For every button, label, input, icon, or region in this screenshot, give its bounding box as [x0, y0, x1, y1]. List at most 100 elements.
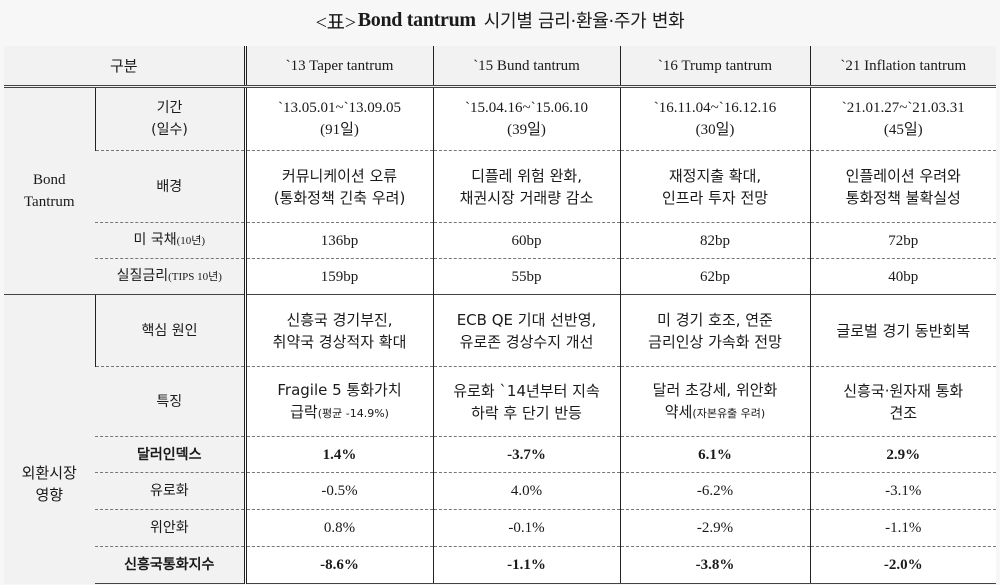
- cell-note: (자본유출 우려): [692, 406, 766, 420]
- cell-line: 인프라 투자 전망: [661, 188, 769, 207]
- cell-line: 약세(자본유출 우려): [625, 401, 806, 425]
- cell-line: 채권시장 거래량 감소: [459, 188, 594, 207]
- cell-line: `15.04.16~`15.06.10: [464, 100, 589, 116]
- row-label-cny: 위안화: [95, 509, 246, 547]
- cell-line: 유로화 `14년부터 지속: [453, 381, 600, 400]
- group-label-line: Tantrum: [23, 194, 75, 210]
- cell-line: 신흥국·원자재 통화: [843, 381, 964, 400]
- cell: 디플레 위험 완화, 채권시장 거래량 감소: [432, 150, 621, 223]
- row-label-line: 기간: [156, 100, 183, 116]
- bond-tantrum-table: 구분 `13 Taper tantrum `15 Bund tantrum `1…: [4, 46, 997, 584]
- cell-line: (30일): [695, 122, 735, 138]
- cell: `21.01.27~`21.03.31 (45일): [809, 86, 997, 151]
- cell: -3.7%: [432, 436, 621, 473]
- table-row-tips: 실질금리(TIPS 10년) 159bp 55bp 62bp 40bp: [4, 258, 997, 295]
- cell-line: ECB QE 기대 선반영,: [456, 310, 597, 329]
- table-title: <표> Bond tantrum 시기별 금리·환율·주가 변화: [0, 0, 1000, 40]
- cell: 재정지출 확대, 인프라 투자 전망: [619, 150, 811, 223]
- header-col-taper: `13 Taper tantrum: [243, 46, 434, 88]
- cell: 커뮤니케이션 오류 (통화정책 긴축 우려): [243, 150, 434, 223]
- cell-text: 견조: [889, 403, 918, 422]
- cell: 2.9%: [809, 436, 997, 473]
- row-label-main: 미 국채: [133, 232, 177, 248]
- cell-line: (통화정책 긴축 우려): [273, 188, 406, 207]
- group-label-line: Bond: [32, 172, 66, 188]
- cell: `13.05.01~`13.09.05 (91일): [243, 86, 434, 151]
- cell: 55bp: [432, 258, 621, 295]
- cell-line: (39일): [507, 122, 546, 138]
- header-col-trump: `16 Trump tantrum: [619, 46, 811, 88]
- cell: 0.8%: [243, 509, 434, 547]
- title-bold: Bond tantrum: [357, 8, 476, 31]
- cell-text: 급락: [290, 402, 318, 421]
- table-row-eur: 유로화 -0.5% 4.0% -6.2% -3.1%: [4, 472, 997, 510]
- cell-line: 커뮤니케이션 오류: [281, 166, 398, 185]
- cell-line: 급락(평균 -14.9%): [251, 401, 429, 425]
- row-label-line: (일수): [151, 122, 188, 138]
- cell: 40bp: [809, 258, 997, 295]
- title-rest: 시기별 금리·환율·주가 변화: [483, 11, 685, 32]
- cell-line: 재정지출 확대,: [668, 166, 762, 185]
- cell-line: (45일): [883, 122, 923, 138]
- cell: -3.1%: [809, 472, 997, 510]
- cell: -8.6%: [243, 546, 434, 584]
- cell: 72bp: [809, 222, 997, 259]
- cell: ECB QE 기대 선반영, 유로존 경상수지 개선: [432, 294, 621, 367]
- cell: 62bp: [619, 258, 811, 295]
- cell: 미 경기 호조, 연준 금리인상 가속화 전망: [619, 294, 811, 367]
- row-label-dxy: 달러인덱스: [95, 436, 246, 473]
- cell: -1.1%: [809, 509, 997, 547]
- cell: 82bp: [619, 222, 811, 259]
- cell-text: 약세: [664, 402, 693, 421]
- cell: -6.2%: [619, 472, 811, 510]
- group-label-bond: Bond Tantrum: [4, 86, 95, 295]
- table-row-em: 신흥국통화지수 -8.6% -1.1% -3.8% -2.0%: [4, 546, 997, 584]
- header-col-inflation: `21 Inflation tantrum: [809, 46, 997, 88]
- group-label-line: 영향: [35, 486, 64, 505]
- row-label-feature: 특징: [95, 366, 246, 437]
- cell-text: 하락 후 단기 반등: [471, 403, 582, 422]
- cell-line: 하락 후 단기 반등: [438, 402, 616, 424]
- row-label-tips: 실질금리(TIPS 10년): [95, 258, 246, 295]
- header-col-bund: `15 Bund tantrum: [432, 46, 621, 88]
- cell-line: Fragile 5 통화가치: [277, 380, 402, 399]
- table-row-cause: 외환시장 영향 핵심 원인 신흥국 경기부진, 취약국 경상적자 확대 ECB Q…: [4, 294, 997, 584]
- cell: -1.1%: [432, 546, 621, 584]
- cell: -2.0%: [809, 546, 997, 584]
- cell-line: 신흥국 경기부진,: [286, 310, 393, 329]
- cell-line: `21.01.27~`21.03.31: [841, 100, 965, 116]
- cell: `16.11.04~`16.12.16 (30일): [619, 86, 811, 151]
- row-label-eur: 유로화: [95, 472, 246, 510]
- cell: 60bp: [432, 222, 621, 259]
- cell-line: 디플레 위험 완화,: [471, 166, 582, 185]
- header-row: 구분 `13 Taper tantrum `15 Bund tantrum `1…: [4, 46, 997, 88]
- header-category: 구분: [4, 46, 246, 88]
- cell: -3.8%: [619, 546, 811, 584]
- row-label-cause: 핵심 원인: [94, 294, 246, 367]
- group-label-line: 외환시장: [21, 464, 77, 483]
- cell-line: 미 경기 호조, 연준: [657, 310, 773, 329]
- cell-line: 인플레이션 우려와: [845, 166, 961, 185]
- cell: 1.4%: [243, 436, 434, 473]
- cell: 136bp: [243, 222, 434, 259]
- cell-note: (평균 -14.9%): [317, 406, 389, 420]
- cell: -2.9%: [619, 509, 811, 547]
- cell-line: 달러 초강세, 위안화: [652, 380, 778, 399]
- table-row-dxy: 달러인덱스 1.4% -3.7% 6.1% 2.9%: [4, 436, 997, 473]
- row-label-ust10: 미 국채(10년): [95, 222, 246, 259]
- cell-line: `13.05.01~`13.09.05: [277, 100, 402, 116]
- row-label-main: 실질금리: [116, 268, 169, 284]
- cell-line: 통화정책 불확실성: [845, 188, 961, 207]
- cell: `15.04.16~`15.06.10 (39일): [432, 86, 621, 151]
- row-label-background: 배경: [95, 150, 246, 223]
- table-row-cny: 위안화 0.8% -0.1% -2.9% -1.1%: [4, 509, 997, 547]
- cell: -0.1%: [432, 509, 621, 547]
- cell: 글로벌 경기 동반회복: [809, 294, 997, 367]
- row-label-small: (TIPS 10년): [168, 271, 222, 283]
- cell-line: `16.11.04~`16.12.16: [653, 100, 777, 116]
